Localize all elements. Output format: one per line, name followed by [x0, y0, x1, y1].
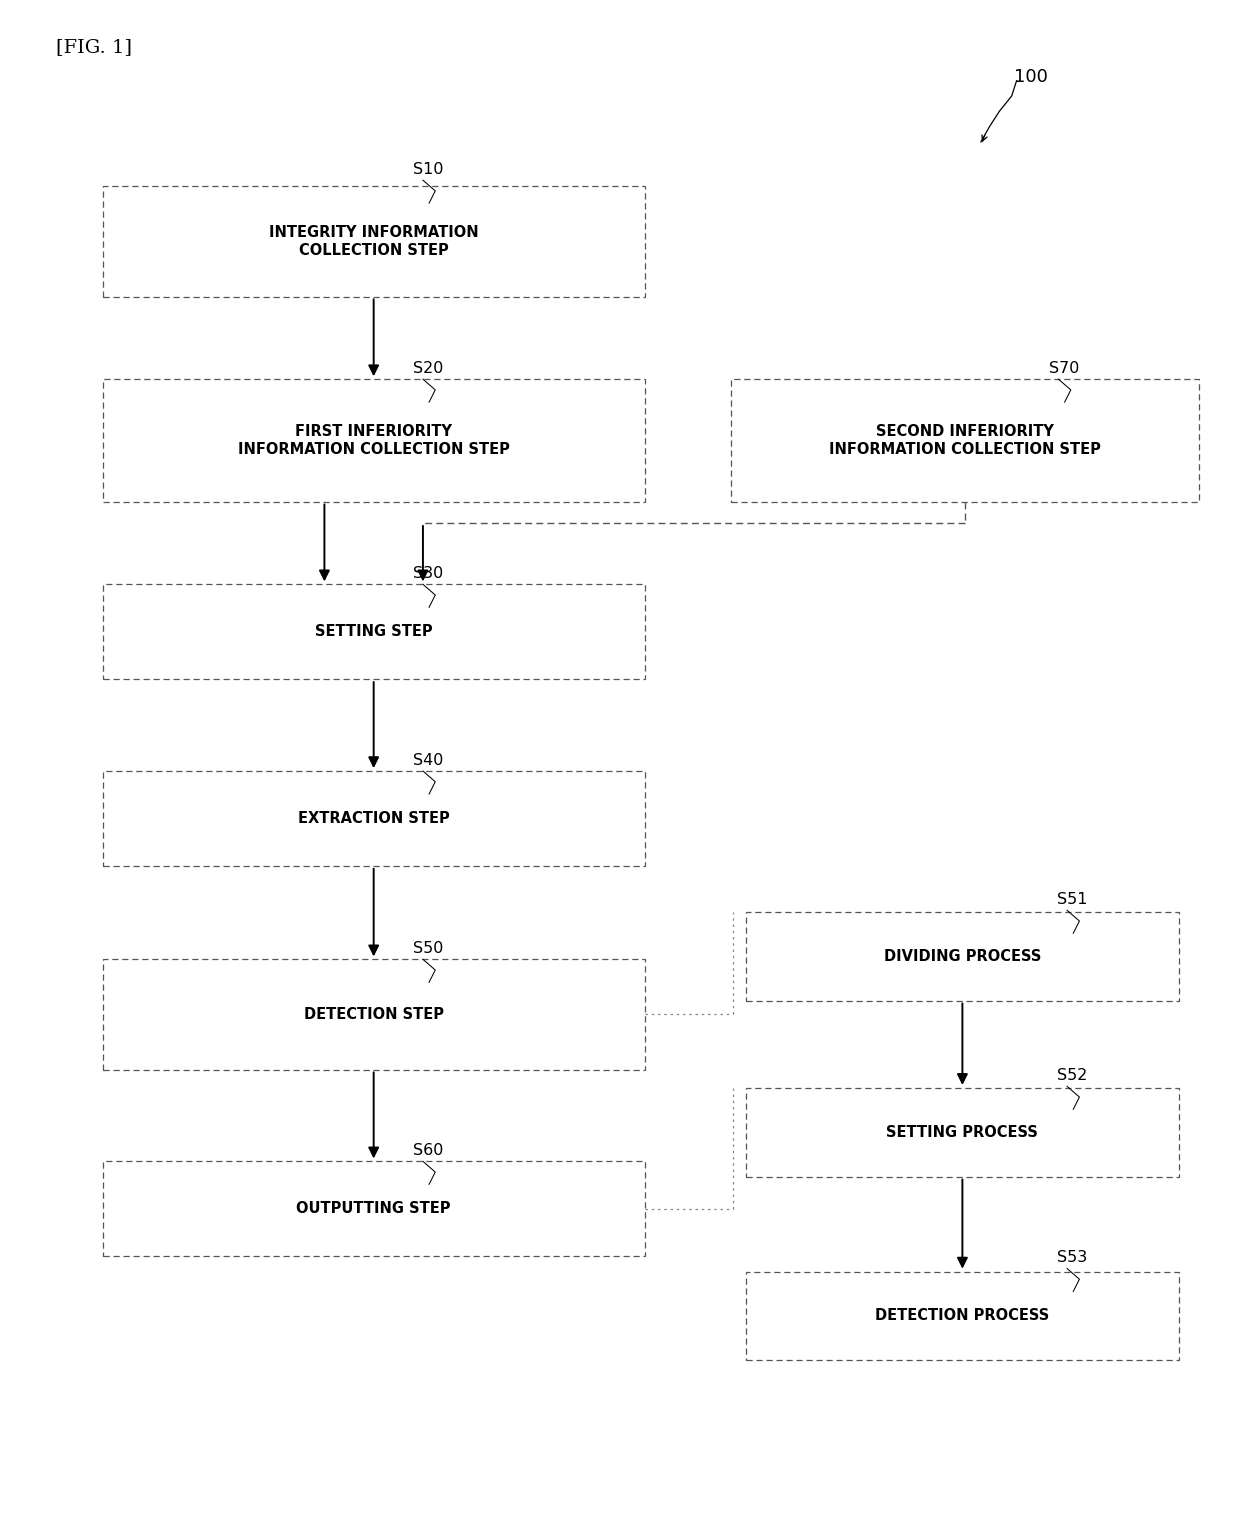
- FancyBboxPatch shape: [745, 1088, 1179, 1177]
- Text: DIVIDING PROCESS: DIVIDING PROCESS: [884, 948, 1042, 963]
- Text: DETECTION STEP: DETECTION STEP: [304, 1007, 444, 1022]
- Text: EXTRACTION STEP: EXTRACTION STEP: [298, 811, 450, 826]
- Text: FIRST INFERIORITY
INFORMATION COLLECTION STEP: FIRST INFERIORITY INFORMATION COLLECTION…: [238, 425, 510, 457]
- Text: OUTPUTTING STEP: OUTPUTTING STEP: [296, 1202, 451, 1216]
- FancyBboxPatch shape: [103, 959, 645, 1070]
- Text: S51: S51: [1058, 893, 1087, 908]
- Text: S53: S53: [1058, 1250, 1087, 1265]
- FancyBboxPatch shape: [745, 1271, 1179, 1360]
- Text: S30: S30: [413, 566, 444, 582]
- Text: 100: 100: [1014, 68, 1048, 86]
- Text: S52: S52: [1058, 1068, 1087, 1083]
- Text: SECOND INFERIORITY
INFORMATION COLLECTION STEP: SECOND INFERIORITY INFORMATION COLLECTIO…: [828, 425, 1101, 457]
- FancyBboxPatch shape: [103, 1162, 645, 1256]
- Text: S60: S60: [413, 1143, 444, 1159]
- Text: SETTING PROCESS: SETTING PROCESS: [887, 1125, 1038, 1140]
- Text: S10: S10: [413, 162, 444, 177]
- FancyBboxPatch shape: [745, 911, 1179, 1000]
- Text: DETECTION PROCESS: DETECTION PROCESS: [875, 1308, 1049, 1324]
- Text: [FIG. 1]: [FIG. 1]: [56, 38, 131, 55]
- Text: S20: S20: [413, 362, 444, 376]
- Text: S70: S70: [1049, 362, 1079, 376]
- FancyBboxPatch shape: [103, 379, 645, 502]
- Text: S50: S50: [413, 942, 444, 956]
- Text: SETTING STEP: SETTING STEP: [315, 625, 433, 639]
- FancyBboxPatch shape: [730, 379, 1199, 502]
- Text: INTEGRITY INFORMATION
COLLECTION STEP: INTEGRITY INFORMATION COLLECTION STEP: [269, 225, 479, 257]
- FancyBboxPatch shape: [103, 186, 645, 297]
- FancyBboxPatch shape: [103, 771, 645, 866]
- Text: S40: S40: [413, 753, 444, 768]
- FancyBboxPatch shape: [103, 585, 645, 679]
